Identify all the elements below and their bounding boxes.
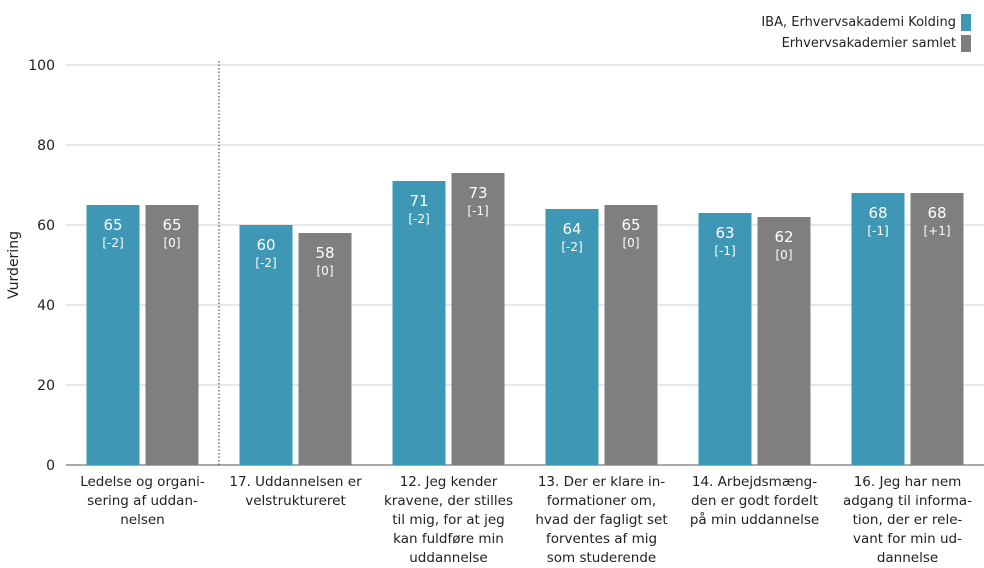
bar-change-label: [0] (164, 236, 181, 250)
x-tick-label: forventes af mig (546, 531, 657, 547)
bar-change-label: [+1] (923, 224, 950, 238)
y-tick-label: 80 (37, 138, 55, 154)
x-tick-label: 17. Uddannelsen er (229, 474, 362, 490)
x-tick-label: tion, der er rele- (853, 512, 963, 528)
bar-value-label: 65 (103, 216, 122, 234)
x-tick-label: til mig, for at jeg (392, 512, 504, 528)
y-tick-label: 60 (37, 218, 55, 234)
legend-swatch-series-2 (961, 35, 971, 52)
bar-value-label: 68 (868, 204, 887, 222)
y-tick-label: 40 (37, 298, 55, 314)
bar-value-label: 62 (774, 228, 793, 246)
x-tick-label: formationer om, (547, 493, 656, 509)
bar-value-label: 73 (468, 184, 487, 202)
bar-change-label: [-1] (714, 244, 735, 258)
bar-series-1 (851, 193, 905, 465)
bar-change-label: [0] (623, 236, 640, 250)
bar-series-2 (451, 173, 505, 465)
bar-value-label: 65 (162, 216, 181, 234)
x-tick-label: 16. Jeg har nem (854, 474, 962, 490)
x-tick-label: kravene, der stilles (384, 493, 513, 509)
bar-series-1 (392, 181, 446, 465)
bar-change-label: [-2] (255, 256, 276, 270)
bar-series-2 (298, 233, 352, 465)
y-tick-label: 100 (28, 58, 55, 74)
bar-series-2 (145, 205, 199, 465)
bar-value-label: 71 (409, 192, 428, 210)
legend-label-series-1: IBA, Erhvervsakademi Kolding (761, 15, 956, 30)
y-tick-label: 20 (37, 378, 55, 394)
x-tick-label: nelsen (120, 512, 165, 528)
x-tick-label: sering af uddan- (87, 493, 198, 509)
legend-label-series-2: Erhvervsakademier samlet (781, 36, 956, 51)
x-tick-label: hvad der fagligt set (535, 512, 667, 528)
x-tick-label: vant for min ud- (853, 531, 962, 547)
x-tick-label: 14. Arbejdsmæng- (692, 474, 817, 490)
x-tick-label: adgang til informa- (843, 493, 972, 509)
bar-change-label: [-2] (561, 240, 582, 254)
x-tick-label: på min uddannelse (690, 511, 819, 528)
bar-series-1 (698, 213, 752, 465)
bar-change-label: [-1] (467, 204, 488, 218)
bar-value-label: 63 (715, 224, 734, 242)
bar-value-label: 65 (621, 216, 640, 234)
x-tick-label: Ledelse og organi- (80, 474, 205, 490)
legend-item-series-1: IBA, Erhvervsakademi Kolding (761, 12, 971, 33)
bar-value-label: 58 (315, 244, 334, 262)
bar-series-2 (604, 205, 658, 465)
bar-change-label: [-2] (102, 236, 123, 250)
x-tick-label: 13. Der er klare in- (538, 474, 665, 490)
y-tick-label: 0 (46, 458, 55, 474)
bar-change-label: [-2] (408, 212, 429, 226)
bar-series-1 (239, 225, 293, 465)
legend: IBA, Erhvervsakademi Kolding Erhvervsaka… (761, 12, 971, 54)
bar-value-label: 64 (562, 220, 581, 238)
legend-swatch-series-1 (961, 14, 971, 31)
x-tick-label: dannelse (877, 550, 938, 566)
bar-series-2 (757, 217, 811, 465)
x-tick-label: uddannelse (409, 550, 487, 566)
legend-item-series-2: Erhvervsakademier samlet (761, 33, 971, 54)
bar-series-1 (86, 205, 140, 465)
x-tick-label: kan fuldføre min (393, 531, 504, 547)
bar-change-label: [0] (317, 264, 334, 278)
bar-series-1 (545, 209, 599, 465)
x-tick-label: som studerende (547, 550, 656, 566)
bar-series-2 (910, 193, 964, 465)
bar-value-label: 68 (927, 204, 946, 222)
x-tick-label: den er godt fordelt (691, 493, 818, 509)
bar-change-label: [-1] (867, 224, 888, 238)
bar-value-label: 60 (256, 236, 275, 254)
bar-change-label: [0] (776, 248, 793, 262)
y-axis-label: Vurdering (6, 231, 22, 299)
x-tick-label: velstruktureret (245, 493, 346, 509)
x-tick-label: 12. Jeg kender (400, 474, 498, 490)
